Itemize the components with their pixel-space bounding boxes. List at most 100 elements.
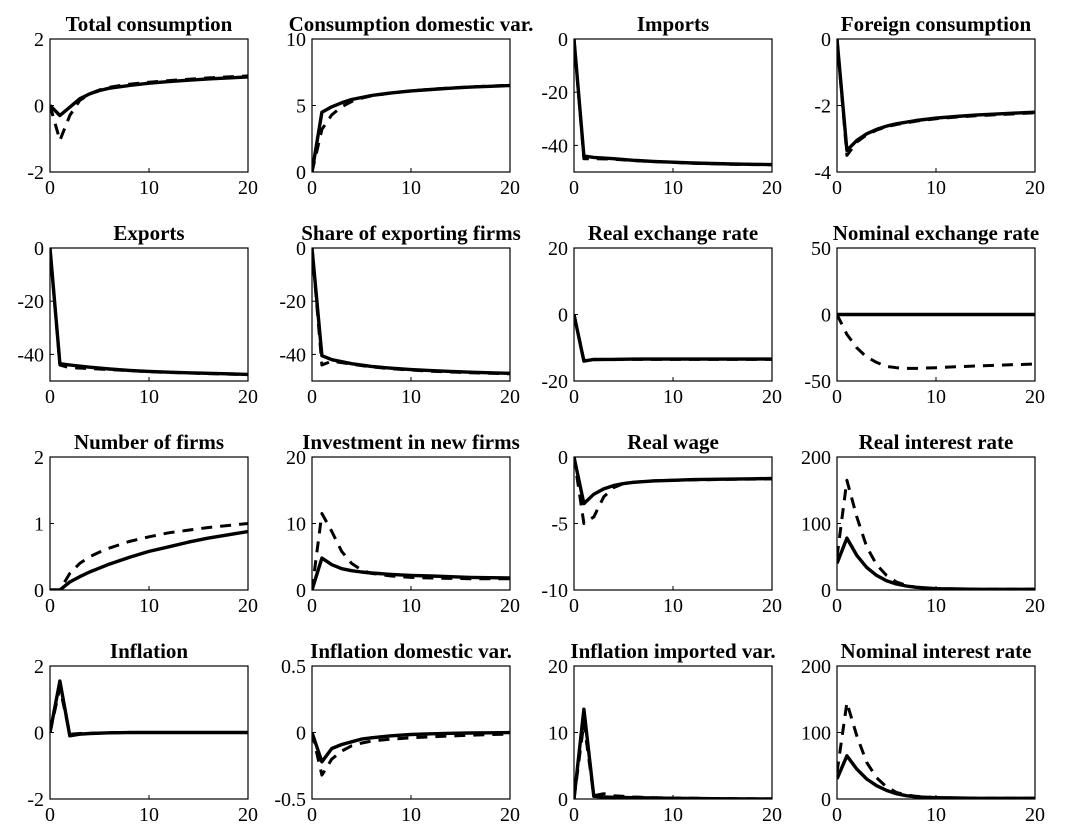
x-tick-label: 20: [500, 595, 520, 617]
x-tick-label: 10: [139, 386, 159, 408]
y-tick-label: -5: [551, 514, 568, 536]
x-tick-label: 0: [832, 804, 842, 826]
x-tick-label: 0: [307, 177, 317, 199]
panel-title: Share of exporting firms: [301, 221, 521, 245]
series-line-dashed: [312, 512, 510, 590]
plot-frame: [573, 456, 773, 591]
x-tick-label: 10: [401, 177, 421, 199]
y-tick-label: -4: [814, 162, 831, 184]
x-tick-label: 0: [45, 386, 55, 408]
plot-frame: [49, 38, 249, 173]
x-tick-label: 20: [1025, 386, 1045, 408]
series-line-dashed: [574, 457, 772, 525]
x-tick-label: 0: [832, 177, 842, 199]
panel: Foreign consumption 0 10 20 -4 -2 0: [814, 12, 1045, 199]
y-tick-label: -0.5: [274, 789, 306, 811]
x-tick-label: 0: [569, 177, 579, 199]
series-line-solid: [574, 39, 772, 167]
y-tick-label: -2: [27, 789, 44, 811]
y-tick-label: 0: [296, 238, 306, 260]
series-line-solid: [574, 314, 772, 363]
series-line-dashed: [50, 686, 248, 736]
x-tick-label: 20: [500, 804, 520, 826]
panel-title: Inflation imported var.: [570, 639, 775, 663]
y-tick-label: 0: [34, 238, 44, 260]
x-tick-label: 10: [926, 595, 946, 617]
panel-title: Total consumption: [66, 12, 233, 36]
series-line-dashed: [837, 39, 1035, 157]
x-tick-label: 0: [569, 386, 579, 408]
x-tick-label: 0: [569, 595, 579, 617]
panel-title: Inflation domestic var.: [310, 639, 512, 663]
panel-title: Foreign consumption: [841, 12, 1032, 36]
panel: Consumption domestic var. 0 10 20 0 5 10: [286, 12, 533, 199]
y-tick-label: 10: [286, 514, 306, 536]
panel-title: Inflation: [110, 639, 189, 663]
y-tick-label: -2: [27, 162, 44, 184]
x-tick-label: 0: [45, 804, 55, 826]
series-line-dashed: [312, 83, 510, 172]
series-line-solid: [50, 248, 248, 377]
y-tick-label: 100: [801, 723, 831, 745]
plot-frame: [311, 38, 511, 173]
y-tick-label: 0: [558, 789, 568, 811]
x-tick-label: 20: [500, 386, 520, 408]
x-tick-label: 0: [569, 804, 579, 826]
y-tick-label: 50: [811, 238, 831, 260]
x-tick-label: 20: [500, 177, 520, 199]
x-tick-label: 10: [663, 804, 683, 826]
panel-title: Investment in new firms: [302, 430, 520, 454]
x-tick-label: 10: [926, 386, 946, 408]
y-tick-label: -20: [17, 291, 44, 313]
x-tick-label: 10: [663, 177, 683, 199]
x-tick-label: 0: [307, 386, 317, 408]
series-line-dashed: [574, 314, 772, 362]
y-tick-label: -20: [541, 371, 568, 393]
y-tick-label: 20: [286, 447, 306, 469]
x-tick-label: 10: [663, 386, 683, 408]
plot-frame: [573, 665, 773, 800]
x-tick-label: 10: [663, 595, 683, 617]
y-tick-label: -10: [541, 580, 568, 602]
x-tick-label: 0: [307, 595, 317, 617]
panel: Exports 0 10 20 -40 -20 0: [17, 221, 258, 408]
series-line-dashed: [312, 732, 510, 777]
y-tick-label: -20: [541, 82, 568, 104]
x-tick-label: 10: [401, 386, 421, 408]
series-line-solid: [312, 730, 510, 764]
panel-title: Imports: [637, 12, 709, 36]
series-line-dashed: [50, 248, 248, 377]
series-line-solid: [50, 679, 248, 738]
y-tick-label: 0: [34, 580, 44, 602]
panel-title: Consumption domestic var.: [289, 12, 534, 36]
y-tick-label: 0: [558, 447, 568, 469]
y-tick-label: -40: [279, 344, 306, 366]
series-line-solid: [312, 83, 510, 172]
series-line-solid: [837, 536, 1035, 590]
x-tick-label: 0: [307, 804, 317, 826]
panel-title: Nominal interest rate: [841, 639, 1032, 663]
x-tick-label: 10: [926, 177, 946, 199]
y-tick-label: -40: [541, 135, 568, 157]
x-tick-label: 20: [1025, 177, 1045, 199]
series-line-solid: [50, 529, 248, 590]
x-tick-label: 0: [45, 177, 55, 199]
series-line-dashed: [837, 701, 1035, 799]
x-tick-label: 20: [762, 595, 782, 617]
x-tick-label: 0: [832, 386, 842, 408]
y-tick-label: 200: [801, 447, 831, 469]
series-line-dashed: [50, 522, 248, 590]
y-tick-label: 2: [34, 656, 44, 678]
y-tick-label: 20: [548, 656, 568, 678]
x-tick-label: 20: [1025, 804, 1045, 826]
x-tick-label: 10: [139, 804, 159, 826]
y-tick-label: 0: [821, 29, 831, 51]
y-tick-label: 0: [821, 580, 831, 602]
series-line-dashed: [837, 478, 1035, 590]
